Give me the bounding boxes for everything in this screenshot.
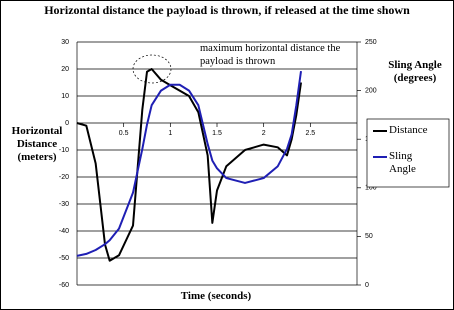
series-line (76, 68, 302, 262)
y-tick-label: -10 (59, 147, 69, 154)
y-tick-label: 20 (61, 66, 69, 73)
y2-tick-label: 50 (365, 233, 373, 240)
y-tick-label: -20 (59, 174, 69, 181)
x-tick-label: 0.5 (119, 130, 129, 137)
x-tick-label: 1 (168, 130, 172, 137)
y-tick-label: -50 (59, 255, 69, 262)
y-tick-label: -60 (59, 282, 69, 289)
annotation: maximum horizontal distance the payload … (200, 43, 341, 67)
x-tick-label: 1.5 (212, 130, 222, 137)
x-tick-label: 2 (262, 130, 266, 137)
y-tick-label: 0 (65, 120, 69, 127)
x-axis-label: Time (seconds) (180, 290, 252, 302)
y-tick-label: 10 (61, 93, 69, 100)
y-tick-label: -40 (59, 228, 69, 235)
chart-title: Horizontal distance the payload is throw… (44, 3, 410, 17)
legend-label: Distance (389, 124, 428, 136)
y2-tick-label: 0 (365, 282, 369, 289)
y-tick-label: 30 (61, 39, 69, 46)
y-axis-label: Horizontal Distance (meters) (11, 125, 63, 163)
y2-tick-label: 200 (365, 87, 377, 94)
annotation-ellipse (132, 54, 172, 84)
y2-tick-label: 250 (365, 39, 377, 46)
y2-axis-label: Sling Angle (degrees) (388, 59, 442, 84)
y2-tick-label: 100 (365, 185, 377, 192)
y-tick-label: -30 (59, 201, 69, 208)
x-tick-label: 2.5 (305, 130, 315, 137)
legend-label: Sling Angle (389, 150, 416, 175)
series-line (76, 71, 302, 257)
